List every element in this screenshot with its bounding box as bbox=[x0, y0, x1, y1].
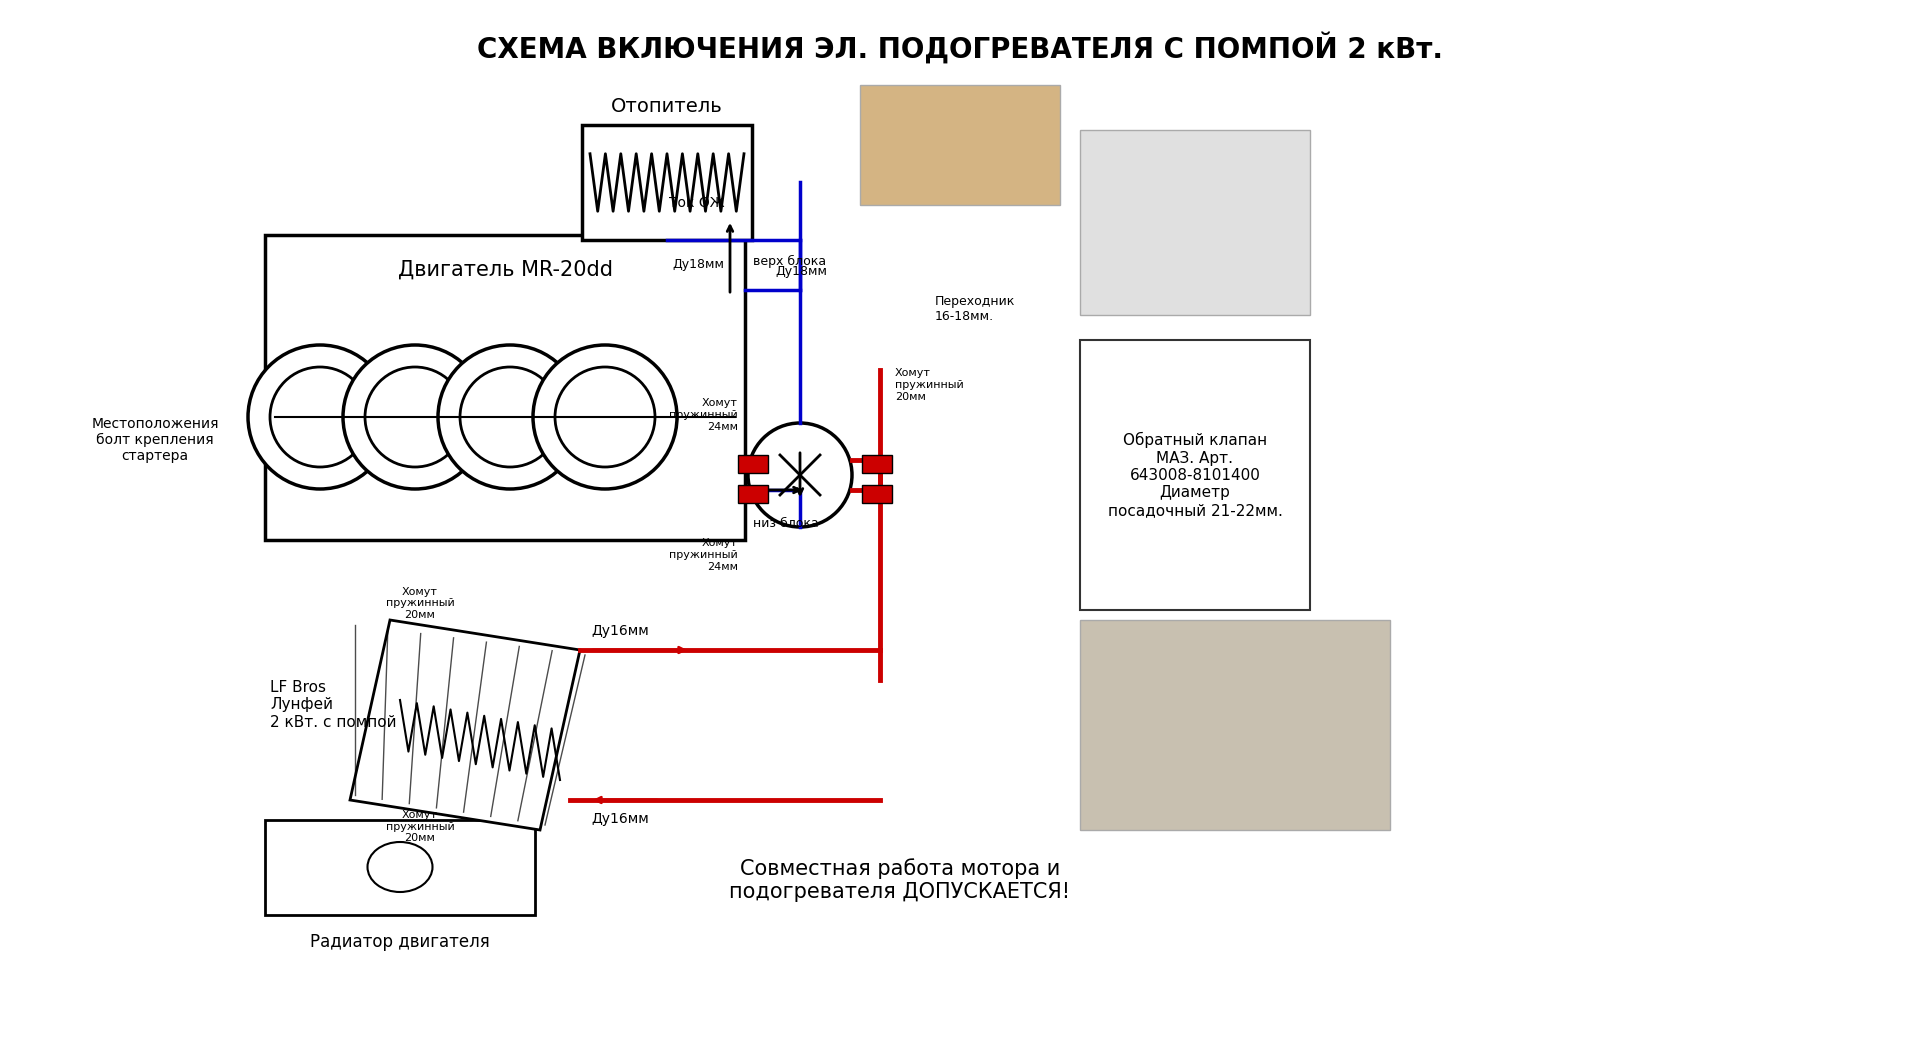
Bar bbox=[1079, 620, 1390, 830]
Text: Местоположения
болт крепления
стартера: Местоположения болт крепления стартера bbox=[92, 417, 219, 464]
Text: Хомут
пружинный
20мм: Хомут пружинный 20мм bbox=[386, 810, 455, 843]
Circle shape bbox=[555, 367, 655, 467]
Text: Ду16мм: Ду16мм bbox=[591, 812, 649, 826]
Circle shape bbox=[534, 345, 678, 489]
Circle shape bbox=[438, 345, 582, 489]
Circle shape bbox=[271, 367, 371, 467]
Text: LF Bros
Лунфей
2 кВт. с помпой: LF Bros Лунфей 2 кВт. с помпой bbox=[271, 680, 397, 730]
Bar bbox=[1079, 130, 1309, 315]
Text: Двигатель MR-20dd: Двигатель MR-20dd bbox=[397, 260, 612, 280]
Bar bbox=[1079, 340, 1309, 610]
Bar bbox=[265, 235, 745, 540]
Circle shape bbox=[344, 345, 488, 489]
Text: Совместная работа мотора и
подогревателя ДОПУСКАЕТСЯ!: Совместная работа мотора и подогревателя… bbox=[730, 857, 1071, 902]
Bar bbox=[860, 84, 1060, 205]
Text: Переходник
16-18мм.: Переходник 16-18мм. bbox=[935, 295, 1016, 323]
Circle shape bbox=[248, 345, 392, 489]
Text: Хомут
пружинный
20мм: Хомут пружинный 20мм bbox=[386, 587, 455, 620]
Ellipse shape bbox=[367, 842, 432, 892]
Text: Хомут
пружинный
24мм: Хомут пружинный 24мм bbox=[670, 539, 737, 571]
Polygon shape bbox=[349, 620, 580, 830]
Bar bbox=[582, 125, 753, 240]
Text: СХЕМА ВКЛЮЧЕНИЯ ЭЛ. ПОДОГРЕВАТЕЛЯ С ПОМПОЙ 2 кВт.: СХЕМА ВКЛЮЧЕНИЯ ЭЛ. ПОДОГРЕВАТЕЛЯ С ПОМП… bbox=[476, 32, 1444, 64]
Bar bbox=[265, 821, 536, 914]
Text: Отопитель: Отопитель bbox=[611, 97, 722, 116]
Bar bbox=[862, 485, 893, 503]
Bar bbox=[862, 455, 893, 473]
Text: Хомут
пружинный
20мм: Хомут пружинный 20мм bbox=[895, 369, 964, 401]
Circle shape bbox=[461, 367, 561, 467]
Text: низ блока: низ блока bbox=[753, 517, 818, 530]
Text: Хомут
пружинный
24мм: Хомут пружинный 24мм bbox=[670, 398, 737, 432]
Text: Ду18мм: Ду18мм bbox=[672, 258, 724, 271]
Circle shape bbox=[365, 367, 465, 467]
Text: Ду18мм: Ду18мм bbox=[776, 265, 828, 278]
Text: Обратный клапан
МАЗ. Арт.
643008-8101400
Диаметр
посадочный 21-22мм.: Обратный клапан МАЗ. Арт. 643008-8101400… bbox=[1108, 432, 1283, 517]
Text: верх блока: верх блока bbox=[753, 254, 826, 268]
Text: Радиатор двигателя: Радиатор двигателя bbox=[311, 934, 490, 951]
Bar bbox=[737, 485, 768, 503]
Circle shape bbox=[749, 423, 852, 527]
Text: Ду16мм: Ду16мм bbox=[591, 624, 649, 638]
Bar bbox=[737, 455, 768, 473]
Text: Ток ОЖ: Ток ОЖ bbox=[670, 196, 726, 210]
